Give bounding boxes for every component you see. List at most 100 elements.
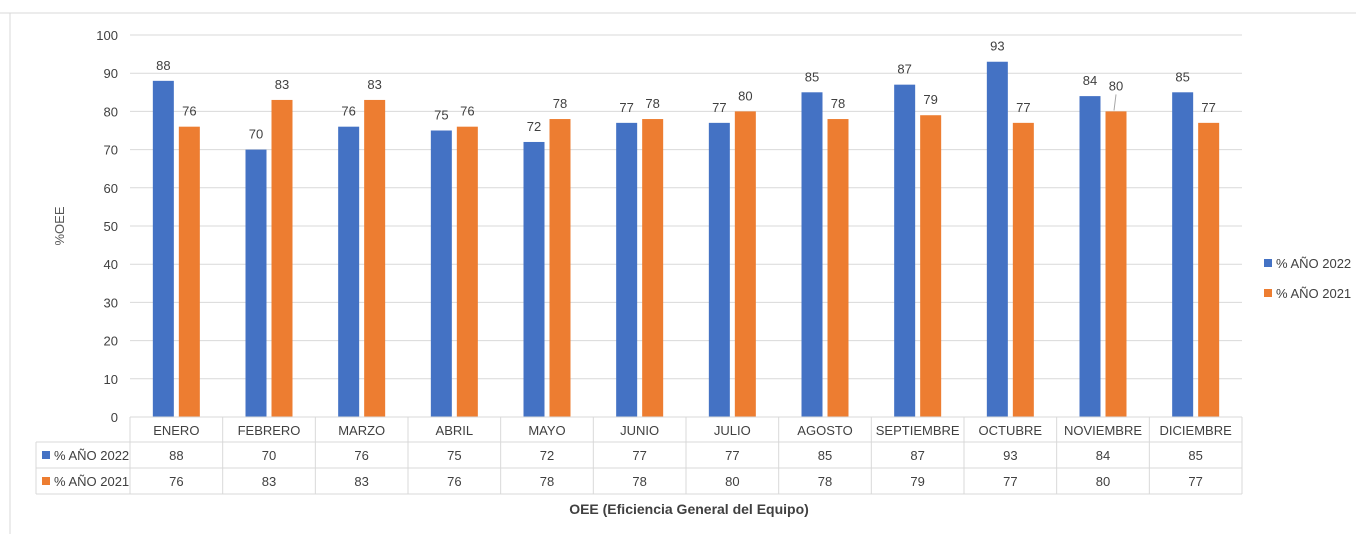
table-cell: 77 [1003,474,1017,489]
bar-2021-diciembre [1198,122,1220,418]
bar-2022-junio [616,122,638,418]
table-series-name: % AÑO 2022 [54,448,129,463]
table-cell: 76 [169,474,183,489]
legend-key [1264,289,1272,297]
bar-2021-julio [734,111,756,418]
table-cell: 84 [1096,448,1110,463]
y-tick-label: 70 [104,143,118,158]
y-tick-label: 0 [111,410,118,425]
data-label: 78 [553,96,567,111]
table-cell: 77 [1188,474,1202,489]
table-cell: 80 [1096,474,1110,489]
data-label: 80 [1109,78,1123,93]
table-cell: 76 [447,474,461,489]
x-category-label: OCTUBRE [979,423,1043,438]
data-label: 85 [1175,69,1189,84]
table-legend-key [42,477,50,485]
bar-2022-mayo [523,141,545,417]
table-cell: 78 [540,474,554,489]
bars [152,61,1220,418]
data-label: 75 [434,108,448,123]
gridlines [130,34,1242,418]
table-cell: 76 [354,448,368,463]
bar-2021-junio [642,119,664,417]
legend-label: % AÑO 2021 [1276,286,1351,301]
data-label: 85 [805,69,819,84]
data-label: 76 [182,104,196,119]
legend: % AÑO 2022 % AÑO 2021 [1264,256,1351,301]
leader-line [1113,94,1117,111]
x-category-label: NOVIEMBRE [1064,423,1142,438]
data-label: 80 [738,88,752,103]
data-label: 78 [831,96,845,111]
bar-2022-diciembre [1172,92,1194,418]
data-label: 87 [897,62,911,77]
bar-2021-agosto [827,119,849,417]
y-tick-label: 50 [104,219,118,234]
data-label: 83 [275,77,289,92]
data-label: 93 [990,39,1004,54]
bar-2022-noviembre [1079,96,1101,418]
bar-2021-abril [456,126,478,418]
x-category-label: MARZO [338,423,385,438]
x-axis-title: OEE (Eficiencia General del Equipo) [569,501,809,517]
y-tick-label: 40 [104,257,118,272]
table-cell: 78 [632,474,646,489]
bar-2021-septiembre [920,115,942,417]
x-category-label: ABRIL [436,423,474,438]
bar-2022-julio [708,122,730,418]
y-axis-ticks: 0 10 20 30 40 50 60 70 80 90 100 [96,28,118,425]
data-label: 84 [1083,73,1097,88]
bar-2021-noviembre [1105,111,1127,418]
y-tick-label: 20 [104,334,118,349]
table-cell: 78 [818,474,832,489]
table-cell: 93 [1003,448,1017,463]
y-tick-label: 30 [104,295,118,310]
bar-2021-febrero [271,99,293,417]
bar-2022-agosto [801,92,823,418]
bar-2022-marzo [338,126,360,418]
table-series-name: % AÑO 2021 [54,474,129,489]
bar-2022-octubre [986,61,1008,418]
legend-label: % AÑO 2022 [1276,256,1351,271]
data-label: 70 [249,127,263,142]
table-legend-key [42,451,50,459]
table-cell: 75 [447,448,461,463]
table-cell: 70 [262,448,276,463]
x-category-label: AGOSTO [797,423,852,438]
data-labels: 88 76 70 83 76 83 75 76 72 78 77 78 77 80 85 78 87 79 93 77… [156,39,1216,142]
y-axis-title: %OEE [52,206,67,245]
bar-2022-septiembre [894,84,916,417]
x-category-label: MAYO [528,423,565,438]
y-tick-label: 10 [104,372,118,387]
x-category-label: SEPTIEMBRE [876,423,960,438]
legend-key [1264,259,1272,267]
table-cell: 83 [262,474,276,489]
x-category-label: JULIO [714,423,751,438]
table-cell: 88 [169,448,183,463]
bar-2021-marzo [364,99,386,417]
y-tick-label: 80 [104,104,118,119]
data-label: 79 [923,92,937,107]
data-label: 77 [619,100,633,115]
data-label: 88 [156,58,170,73]
table-cell: 79 [910,474,924,489]
y-tick-label: 60 [104,181,118,196]
data-label: 83 [367,77,381,92]
data-label: 77 [1016,100,1030,115]
data-label: 76 [460,104,474,119]
table-cell: 85 [1188,448,1202,463]
y-tick-label: 100 [96,28,118,43]
x-category-label: JUNIO [620,423,659,438]
table-cell: 80 [725,474,739,489]
x-category-label: DICIEMBRE [1160,423,1233,438]
bar-2021-octubre [1012,122,1034,418]
table-cell: 72 [540,448,554,463]
bar-2022-abril [430,130,452,417]
data-label: 77 [712,100,726,115]
data-table: ENERO FEBRERO MARZO ABRIL MAYO JUNIO JULIO AGOS… [35,416,1243,495]
bar-2022-enero [152,80,174,417]
data-label: 77 [1201,100,1215,115]
